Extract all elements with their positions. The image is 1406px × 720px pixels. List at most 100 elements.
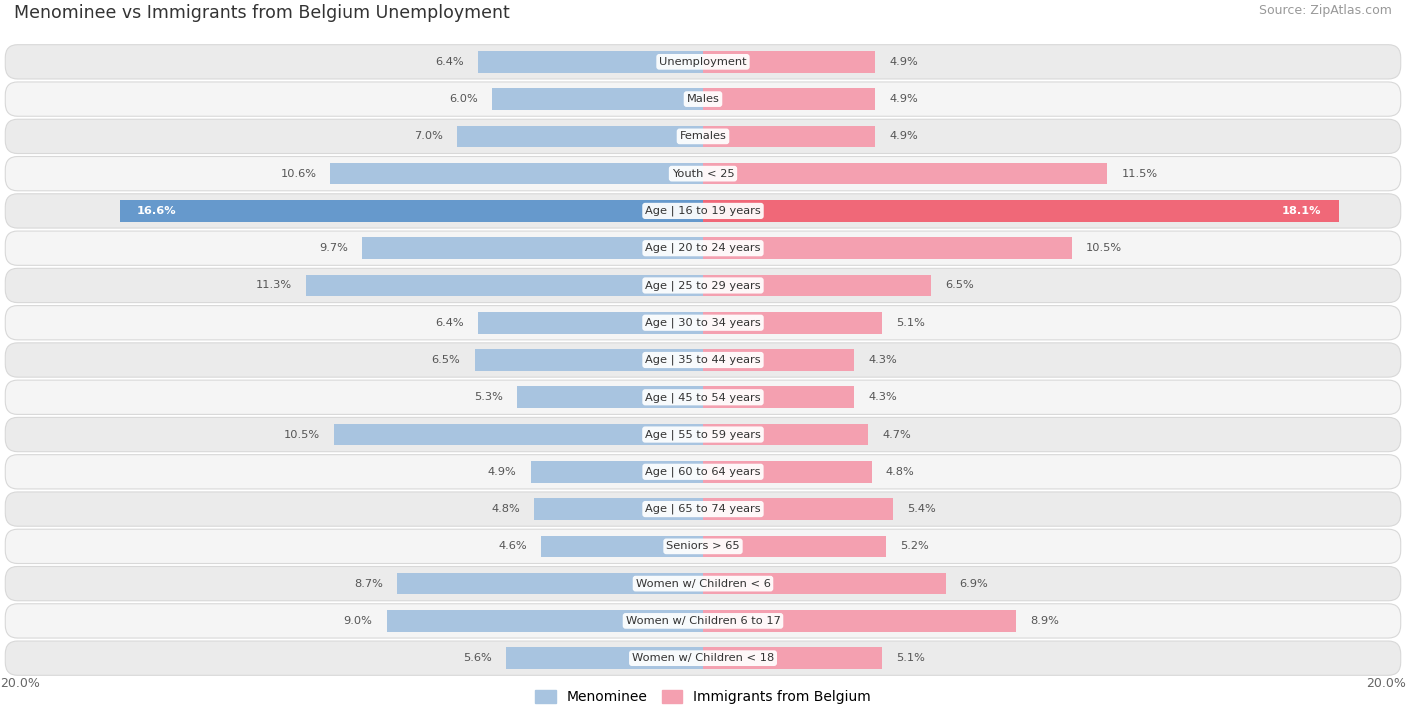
Text: 8.7%: 8.7% — [354, 579, 382, 589]
Text: Age | 35 to 44 years: Age | 35 to 44 years — [645, 355, 761, 365]
Text: 6.9%: 6.9% — [960, 579, 988, 589]
Bar — [531, 461, 703, 482]
Bar — [363, 238, 703, 259]
Text: 4.9%: 4.9% — [890, 57, 918, 67]
Text: Males: Males — [686, 94, 720, 104]
Text: Age | 20 to 24 years: Age | 20 to 24 years — [645, 243, 761, 253]
Text: Seniors > 65: Seniors > 65 — [666, 541, 740, 552]
Text: 9.0%: 9.0% — [343, 616, 373, 626]
Bar — [703, 125, 875, 147]
Text: 10.6%: 10.6% — [280, 168, 316, 179]
Text: Youth < 25: Youth < 25 — [672, 168, 734, 179]
Text: 7.0%: 7.0% — [413, 131, 443, 141]
Text: 4.9%: 4.9% — [890, 94, 918, 104]
Bar — [703, 387, 855, 408]
Text: Age | 25 to 29 years: Age | 25 to 29 years — [645, 280, 761, 291]
Text: 20.0%: 20.0% — [0, 677, 39, 690]
Bar — [506, 647, 703, 669]
Text: 5.3%: 5.3% — [474, 392, 503, 402]
Text: 4.3%: 4.3% — [869, 355, 897, 365]
Text: Age | 60 to 64 years: Age | 60 to 64 years — [645, 467, 761, 477]
FancyBboxPatch shape — [6, 454, 1400, 489]
Text: 6.0%: 6.0% — [450, 94, 478, 104]
FancyBboxPatch shape — [6, 380, 1400, 415]
FancyBboxPatch shape — [6, 343, 1400, 377]
FancyBboxPatch shape — [6, 269, 1400, 302]
Text: Age | 65 to 74 years: Age | 65 to 74 years — [645, 504, 761, 514]
Text: 5.2%: 5.2% — [900, 541, 928, 552]
Bar — [703, 312, 883, 333]
Bar — [475, 349, 703, 371]
Bar — [703, 51, 875, 73]
Bar — [398, 573, 703, 595]
Text: 6.5%: 6.5% — [432, 355, 461, 365]
Bar — [492, 89, 703, 110]
Bar — [517, 387, 703, 408]
Bar — [703, 274, 932, 296]
Text: Age | 45 to 54 years: Age | 45 to 54 years — [645, 392, 761, 402]
FancyBboxPatch shape — [6, 418, 1400, 451]
Bar — [703, 610, 1015, 631]
Text: 8.9%: 8.9% — [1029, 616, 1059, 626]
Bar — [703, 647, 883, 669]
Bar — [703, 424, 869, 446]
Legend: Menominee, Immigrants from Belgium: Menominee, Immigrants from Belgium — [529, 684, 877, 709]
FancyBboxPatch shape — [6, 305, 1400, 340]
Text: 16.6%: 16.6% — [136, 206, 177, 216]
Text: Age | 55 to 59 years: Age | 55 to 59 years — [645, 429, 761, 440]
Bar — [335, 424, 703, 446]
Bar — [703, 89, 875, 110]
Text: Women w/ Children 6 to 17: Women w/ Children 6 to 17 — [626, 616, 780, 626]
Bar — [703, 238, 1073, 259]
Text: 6.5%: 6.5% — [945, 281, 974, 290]
Text: 4.9%: 4.9% — [488, 467, 517, 477]
FancyBboxPatch shape — [6, 604, 1400, 638]
Text: Source: ZipAtlas.com: Source: ZipAtlas.com — [1258, 4, 1392, 17]
Bar — [457, 125, 703, 147]
Bar — [703, 498, 893, 520]
FancyBboxPatch shape — [6, 194, 1400, 228]
Bar — [478, 312, 703, 333]
Text: Unemployment: Unemployment — [659, 57, 747, 67]
Text: 20.0%: 20.0% — [1367, 677, 1406, 690]
Text: 6.4%: 6.4% — [436, 57, 464, 67]
Text: 10.5%: 10.5% — [284, 430, 321, 439]
Text: 4.7%: 4.7% — [883, 430, 911, 439]
FancyBboxPatch shape — [6, 45, 1400, 79]
Bar — [703, 536, 886, 557]
Bar — [120, 200, 703, 222]
Text: Females: Females — [679, 131, 727, 141]
FancyBboxPatch shape — [6, 156, 1400, 191]
Text: 6.4%: 6.4% — [436, 318, 464, 328]
FancyBboxPatch shape — [6, 231, 1400, 266]
Bar — [387, 610, 703, 631]
Text: 4.9%: 4.9% — [890, 131, 918, 141]
Text: 11.5%: 11.5% — [1122, 168, 1157, 179]
Text: Age | 30 to 34 years: Age | 30 to 34 years — [645, 318, 761, 328]
FancyBboxPatch shape — [6, 120, 1400, 153]
Text: Women w/ Children < 6: Women w/ Children < 6 — [636, 579, 770, 589]
FancyBboxPatch shape — [6, 529, 1400, 564]
Bar — [307, 274, 703, 296]
Bar — [478, 51, 703, 73]
Text: 5.1%: 5.1% — [897, 653, 925, 663]
Text: Menominee vs Immigrants from Belgium Unemployment: Menominee vs Immigrants from Belgium Une… — [14, 4, 510, 22]
Bar — [534, 498, 703, 520]
Text: 4.8%: 4.8% — [886, 467, 914, 477]
Bar — [703, 573, 945, 595]
Text: 10.5%: 10.5% — [1087, 243, 1122, 253]
Text: 4.8%: 4.8% — [492, 504, 520, 514]
Text: 5.4%: 5.4% — [907, 504, 935, 514]
Bar — [703, 461, 872, 482]
Text: 9.7%: 9.7% — [319, 243, 349, 253]
Bar — [330, 163, 703, 184]
Text: Women w/ Children < 18: Women w/ Children < 18 — [631, 653, 775, 663]
FancyBboxPatch shape — [6, 492, 1400, 526]
Bar — [703, 163, 1108, 184]
Text: Age | 16 to 19 years: Age | 16 to 19 years — [645, 206, 761, 216]
Bar — [703, 200, 1340, 222]
Text: 4.6%: 4.6% — [499, 541, 527, 552]
FancyBboxPatch shape — [6, 567, 1400, 600]
Text: 5.6%: 5.6% — [464, 653, 492, 663]
Text: 4.3%: 4.3% — [869, 392, 897, 402]
